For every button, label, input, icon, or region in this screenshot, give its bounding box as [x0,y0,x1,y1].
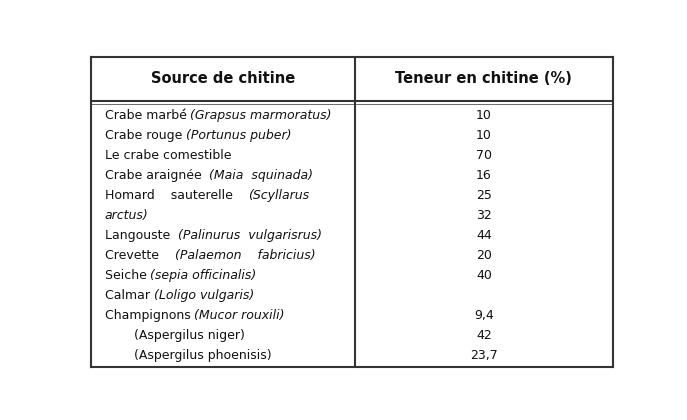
Text: Teneur en chitine (%): Teneur en chitine (%) [396,71,572,86]
Text: (Maia  squinada): (Maia squinada) [210,169,313,182]
Text: Calmar: Calmar [104,289,153,302]
Text: 9,4: 9,4 [474,309,494,322]
Text: Homard    sauterelle: Homard sauterelle [104,189,249,202]
Text: 20: 20 [476,249,492,262]
Text: Crevette: Crevette [104,249,174,262]
Text: 25: 25 [476,189,492,202]
Text: Langouste: Langouste [104,229,178,242]
Text: (Palinurus  vulgarisrus): (Palinurus vulgarisrus) [178,229,322,242]
Text: Champignons: Champignons [104,309,194,322]
Text: 32: 32 [476,209,492,222]
Text: 10: 10 [476,129,492,142]
Text: (sepia officinalis): (sepia officinalis) [150,269,257,282]
Text: Seiche: Seiche [104,269,150,282]
Text: (Aspergilus phoenisis): (Aspergilus phoenisis) [118,349,271,362]
Text: 44: 44 [476,229,492,242]
Text: Crabe marbé́: Crabe marbé́ [104,109,190,122]
Text: Crabe rouge: Crabe rouge [104,129,186,142]
Text: 70: 70 [476,149,492,162]
Text: (Loligo vulgaris): (Loligo vulgaris) [153,289,254,302]
Text: (Grapsus marmoratus): (Grapsus marmoratus) [190,109,332,122]
Text: Le crabe comestible: Le crabe comestible [104,149,231,162]
Text: arctus): arctus) [104,209,148,222]
Text: (Portunus puber): (Portunus puber) [186,129,291,142]
Text: 10: 10 [476,109,492,122]
Text: (Aspergilus niger): (Aspergilus niger) [118,329,245,342]
Text: 16: 16 [476,169,492,182]
Text: Source de chitine: Source de chitine [151,71,295,86]
Text: Crabe araignée: Crabe araignée [104,169,210,182]
Text: 23,7: 23,7 [470,349,498,362]
Text: (Scyllarus: (Scyllarus [249,189,310,202]
Text: (Mucor rouxili): (Mucor rouxili) [194,309,284,322]
Text: 40: 40 [476,269,492,282]
Text: (Palaemon    fabricius): (Palaemon fabricius) [174,249,315,262]
Text: 42: 42 [476,329,492,342]
